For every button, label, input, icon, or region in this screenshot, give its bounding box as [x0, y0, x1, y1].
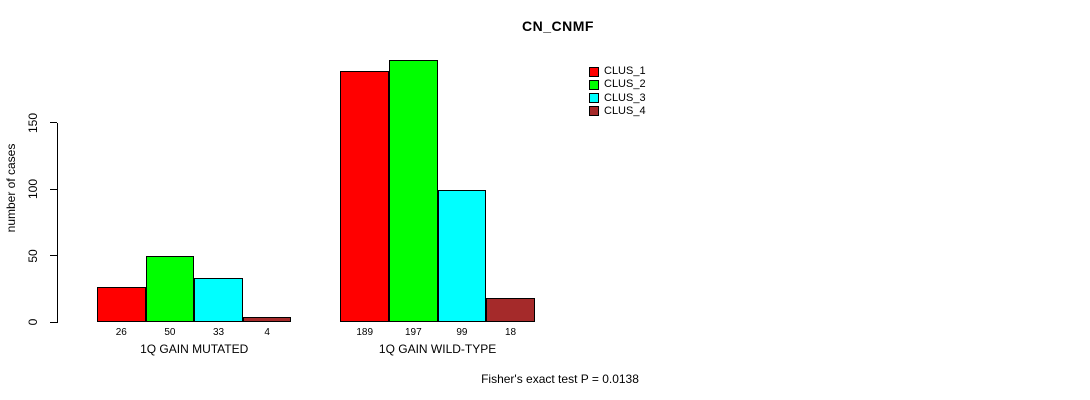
bar-clus_3-1	[194, 278, 243, 322]
bar-clus_3-2	[437, 190, 487, 322]
bar-value-label: 4	[264, 327, 270, 338]
legend-swatch-clus_2	[589, 79, 599, 90]
bar-value-label: 50	[164, 327, 176, 338]
group-label: 1Q GAIN MUTATED	[140, 342, 249, 356]
y-tick-label: 50	[26, 248, 40, 263]
y-tick-label: 0	[26, 318, 40, 326]
bar-value-label: 26	[115, 327, 127, 338]
bar-clus_4-1	[242, 316, 292, 322]
y-tick-mark	[50, 188, 57, 190]
legend-swatch-clus_3	[589, 93, 599, 104]
legend-label: CLUS_4	[604, 104, 646, 117]
legend-label: CLUS_2	[604, 78, 646, 91]
chart-title: CN_CNMF	[522, 18, 594, 34]
y-axis-line	[57, 122, 58, 323]
group-label: 1Q GAIN WILD-TYPE	[378, 342, 497, 356]
bar-clus_2-2	[389, 59, 438, 322]
bar-value-label: 18	[504, 327, 517, 338]
y-tick-mark	[50, 122, 57, 123]
legend-swatch-clus_1	[589, 66, 599, 77]
y-tick-mark	[50, 255, 57, 256]
legend-label: CLUS_1	[604, 65, 646, 77]
legend-row-clus_2: CLUS_2	[589, 79, 646, 90]
legend-label: CLUS_3	[604, 91, 646, 104]
bar-value-label: 189	[356, 327, 374, 338]
legend-row-clus_1: CLUS_1	[589, 66, 646, 77]
y-tick-label: 100	[26, 178, 40, 200]
legend-row-clus_3: CLUS_3	[589, 91, 646, 104]
bar-clus_2-1	[145, 255, 195, 322]
legend-row-clus_4: CLUS_4	[589, 104, 646, 117]
bar-value-label: 99	[456, 327, 468, 338]
bar-value-label: 197	[404, 327, 422, 338]
bar-clus_1-2	[340, 70, 389, 322]
bar-clus_4-2	[486, 298, 535, 322]
bar-value-label: 33	[212, 327, 225, 338]
fisher-test-note: Fisher's exact test P = 0.0138	[481, 372, 639, 386]
y-axis-label: number of cases	[4, 143, 18, 233]
bar-clus_1-1	[97, 287, 146, 322]
y-tick-label: 150	[26, 112, 40, 133]
legend-swatch-clus_4	[589, 106, 599, 117]
y-tick-mark	[50, 321, 57, 323]
